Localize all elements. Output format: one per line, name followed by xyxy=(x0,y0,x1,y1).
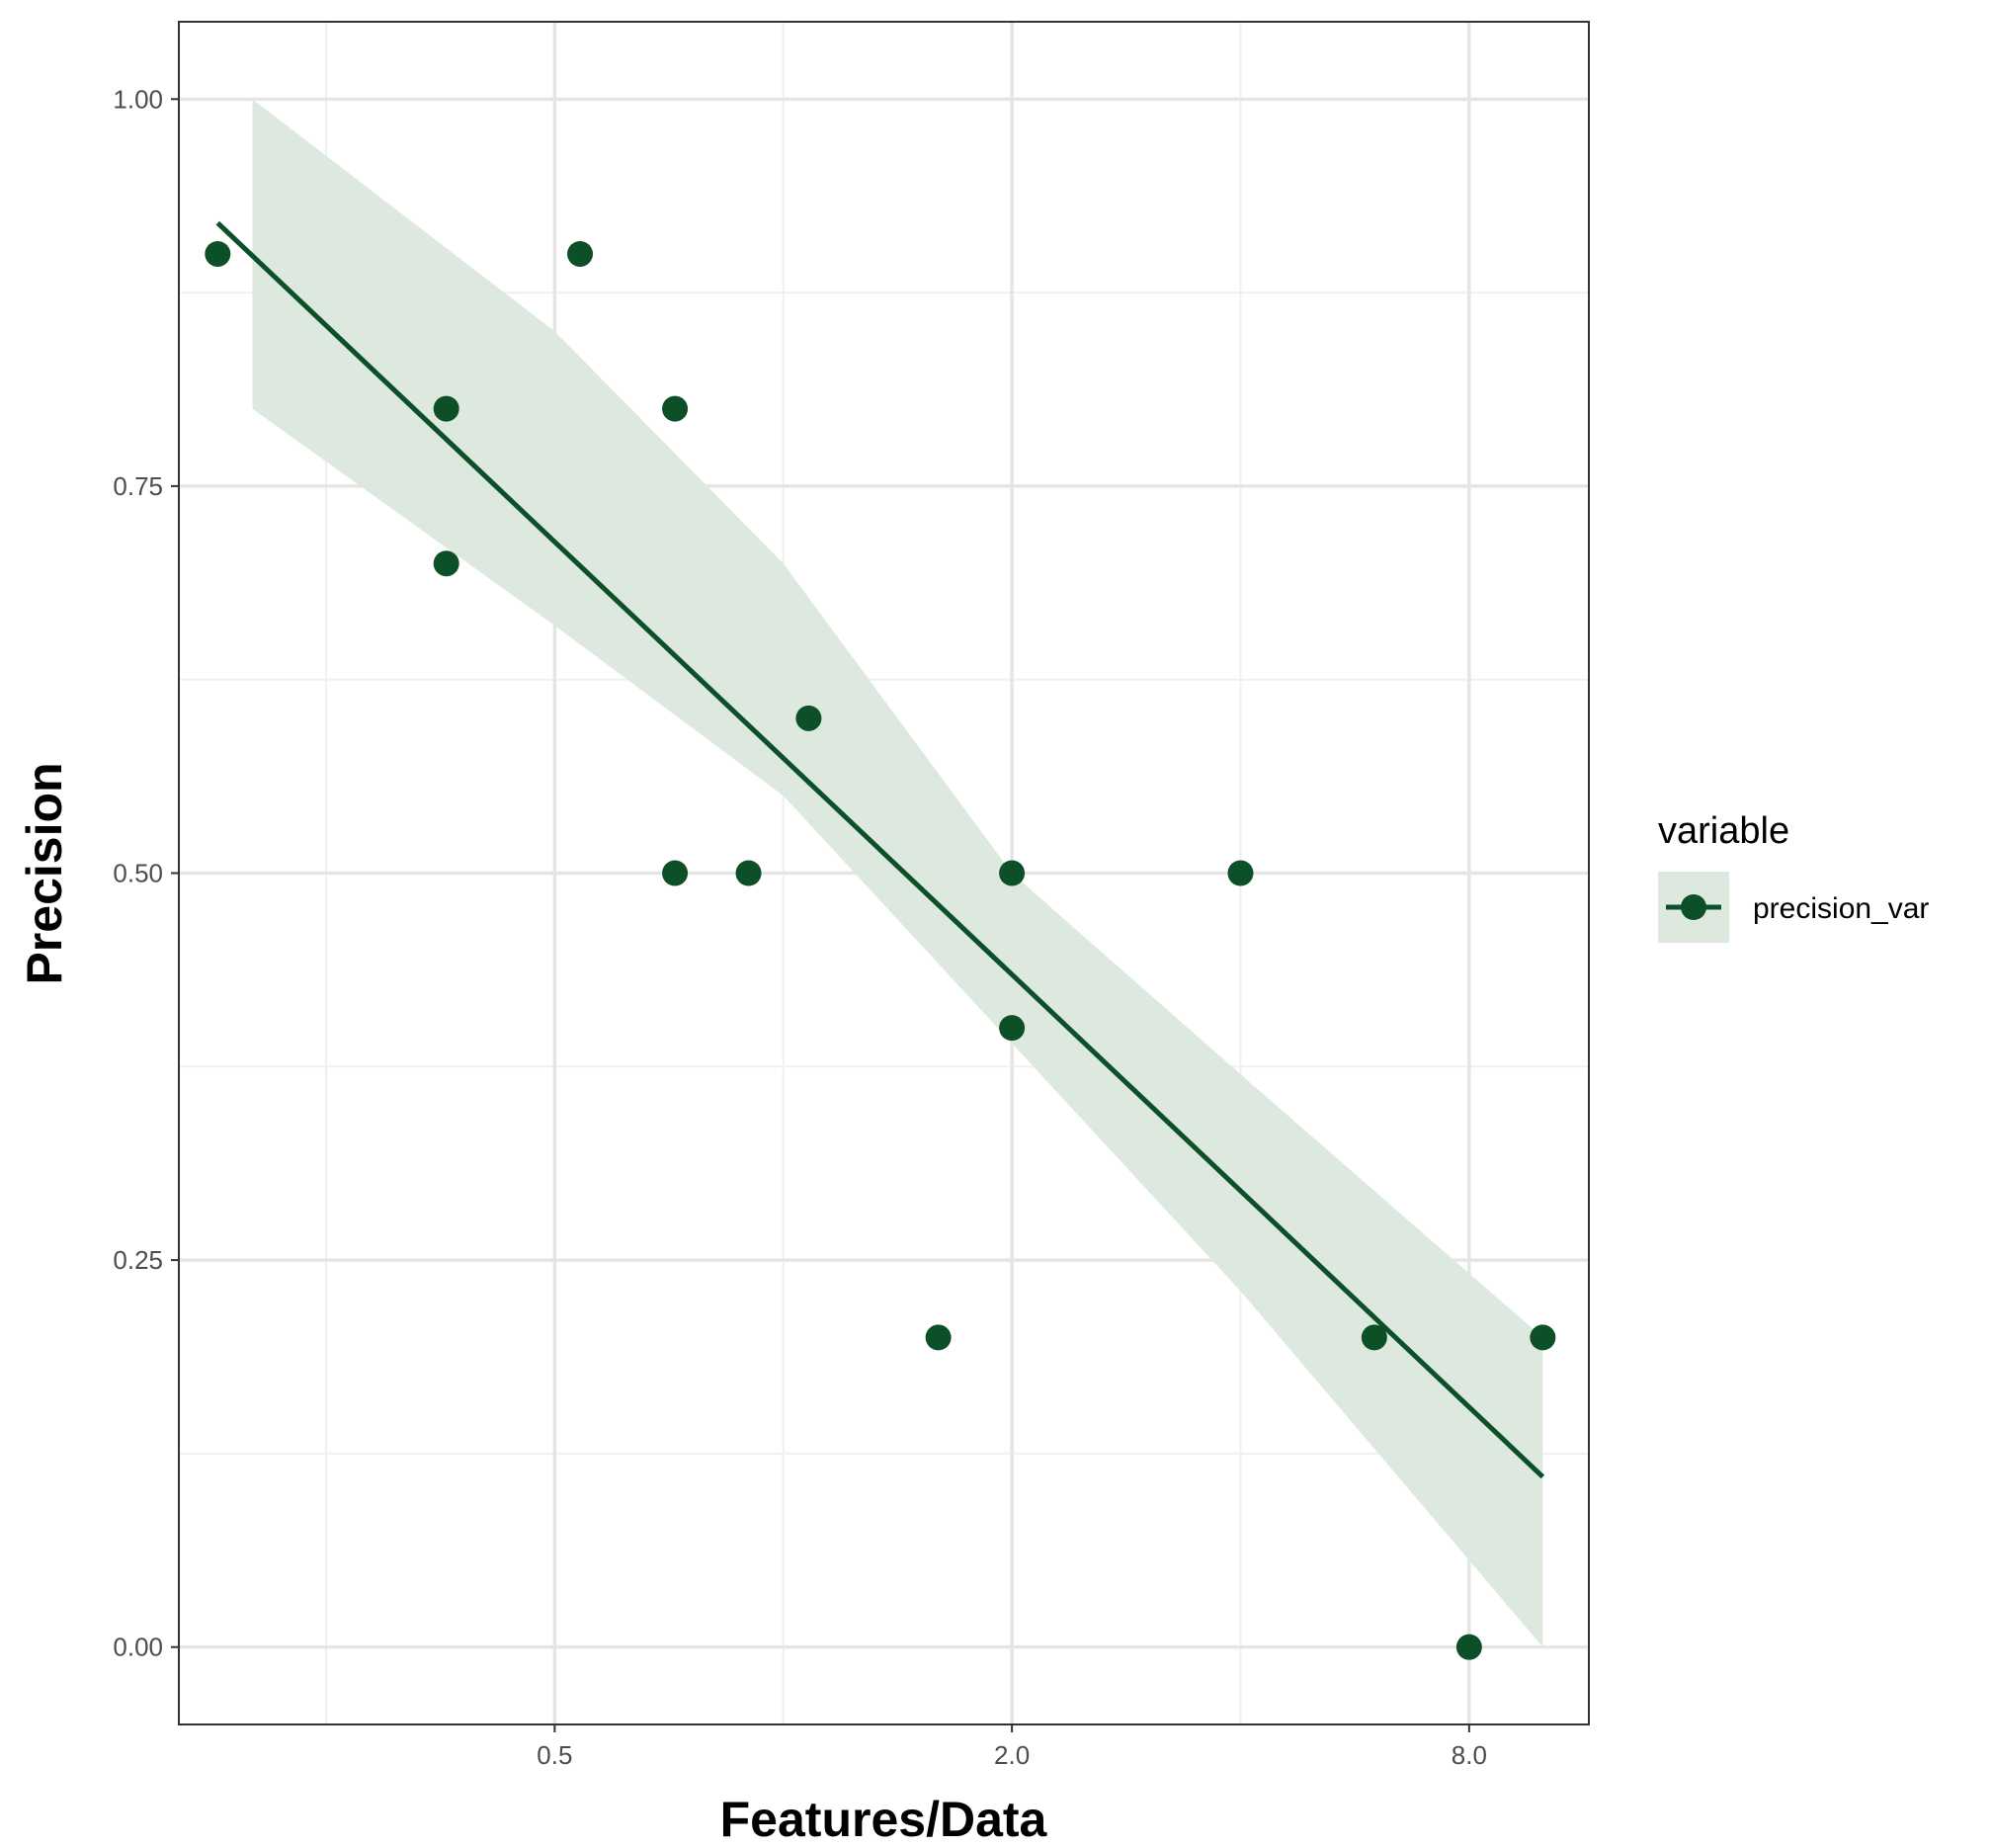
data-point xyxy=(735,860,762,886)
regression-line xyxy=(215,220,1545,1479)
data-point xyxy=(999,860,1026,886)
data-point xyxy=(925,1324,952,1351)
legend-key-point xyxy=(1681,894,1706,920)
y-axis-title: Precision xyxy=(17,762,72,984)
y-tick-label: 0.50 xyxy=(113,859,163,888)
data-point xyxy=(1361,1324,1387,1351)
data-point xyxy=(662,395,689,422)
data-point xyxy=(205,240,231,267)
data-point xyxy=(795,705,822,731)
x-tick-label: 2.0 xyxy=(994,1740,1030,1770)
y-tick-label: 0.25 xyxy=(113,1245,163,1275)
data-point xyxy=(433,395,459,422)
data-point xyxy=(567,240,594,267)
legend-title: variable xyxy=(1658,810,1789,852)
x-tick-label: 0.5 xyxy=(537,1740,572,1770)
legend: variable precision_var xyxy=(1658,810,1929,943)
data-point xyxy=(1530,1324,1556,1351)
data-point xyxy=(999,1015,1026,1042)
data-point xyxy=(1227,860,1254,886)
y-tick-label: 0.00 xyxy=(113,1633,163,1662)
data-point xyxy=(433,550,459,577)
legend-entry-precision-var: precision_var xyxy=(1753,892,1929,925)
confidence-band xyxy=(252,99,1543,1647)
x-axis-title: Features/Data xyxy=(720,1792,1048,1847)
x-tick-label: 8.0 xyxy=(1452,1740,1487,1770)
y-tick-label: 0.75 xyxy=(113,471,163,501)
y-tick-label: 1.00 xyxy=(113,84,163,114)
y-axis-ticks: 0.00 0.25 0.50 0.75 1.00 xyxy=(113,84,179,1662)
x-axis-ticks: 0.5 2.0 8.0 xyxy=(537,1724,1487,1770)
data-point xyxy=(662,860,689,886)
fit-line xyxy=(215,220,1545,1479)
confidence-band-area xyxy=(252,99,1543,1647)
data-points xyxy=(205,240,1556,1660)
data-point xyxy=(1455,1634,1482,1660)
